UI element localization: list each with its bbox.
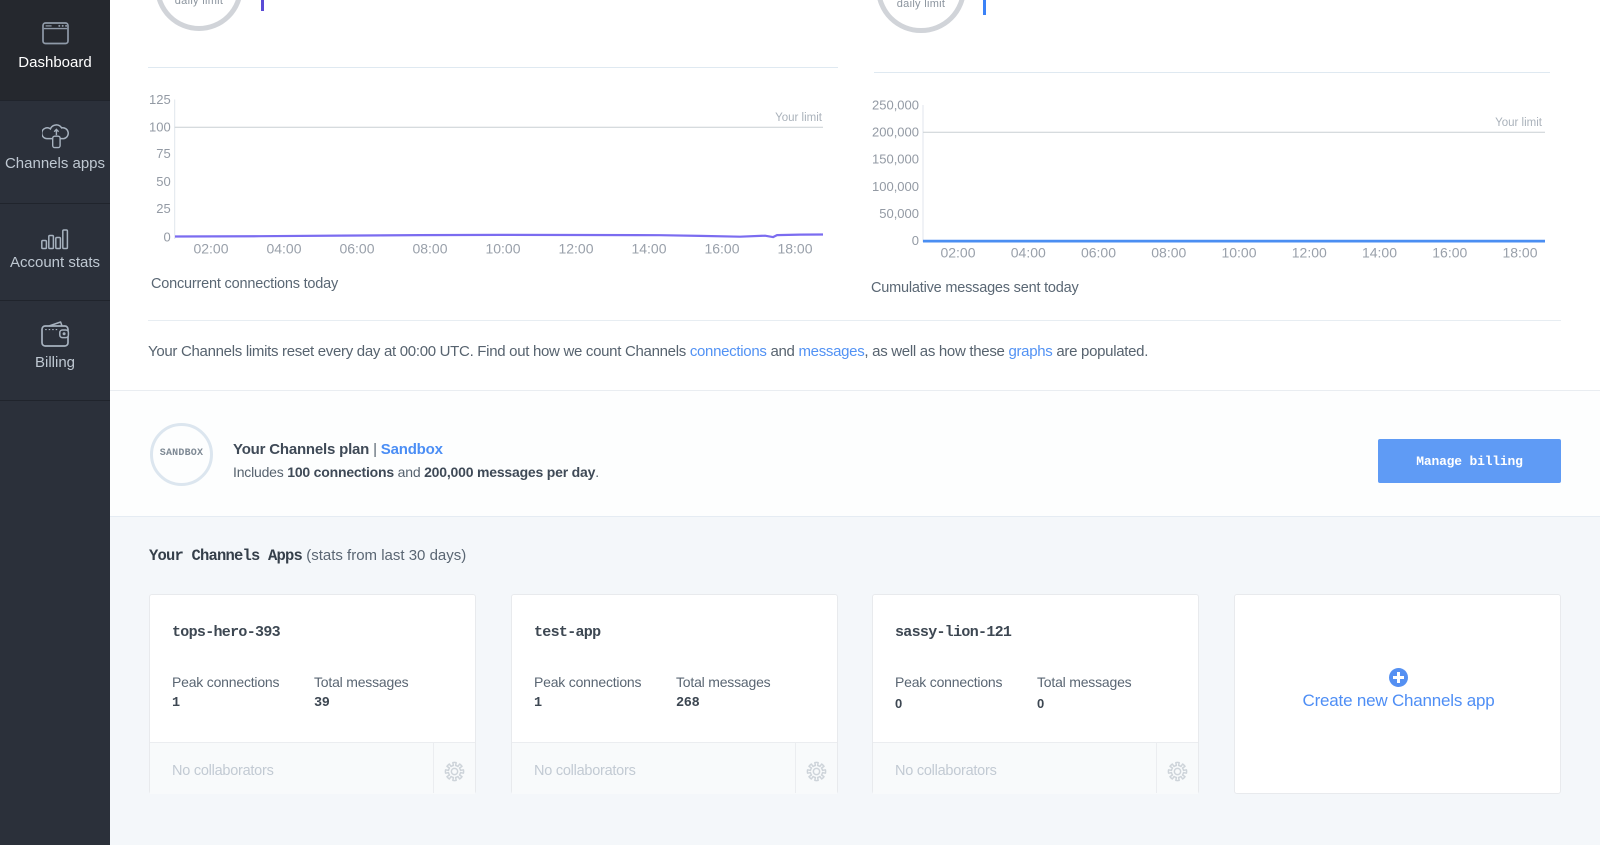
svg-text:0: 0 xyxy=(163,229,170,244)
svg-text:10:00: 10:00 xyxy=(485,241,520,257)
svg-text:Your limit: Your limit xyxy=(775,112,823,124)
svg-text:125: 125 xyxy=(149,92,171,107)
svg-text:10:00: 10:00 xyxy=(1221,245,1256,261)
svg-text:18:00: 18:00 xyxy=(777,241,812,257)
svg-text:16:00: 16:00 xyxy=(1432,245,1467,261)
svg-text:0: 0 xyxy=(912,233,919,248)
svg-text:200,000: 200,000 xyxy=(872,125,919,140)
svg-text:Your limit: Your limit xyxy=(1495,117,1543,129)
svg-text:50: 50 xyxy=(156,174,170,189)
svg-text:16:00: 16:00 xyxy=(704,241,739,257)
svg-text:12:00: 12:00 xyxy=(1292,245,1327,261)
svg-text:08:00: 08:00 xyxy=(412,241,447,257)
svg-text:04:00: 04:00 xyxy=(1011,245,1046,261)
svg-text:06:00: 06:00 xyxy=(339,241,374,257)
svg-text:06:00: 06:00 xyxy=(1081,245,1116,261)
svg-text:25: 25 xyxy=(156,201,170,216)
svg-text:12:00: 12:00 xyxy=(558,241,593,257)
svg-text:08:00: 08:00 xyxy=(1151,245,1186,261)
svg-text:150,000: 150,000 xyxy=(872,152,919,167)
svg-text:14:00: 14:00 xyxy=(631,241,666,257)
svg-text:100: 100 xyxy=(149,120,171,135)
svg-text:14:00: 14:00 xyxy=(1362,245,1397,261)
svg-text:02:00: 02:00 xyxy=(193,241,228,257)
svg-text:50,000: 50,000 xyxy=(879,206,919,221)
svg-text:18:00: 18:00 xyxy=(1502,245,1537,261)
svg-text:100,000: 100,000 xyxy=(872,179,919,194)
svg-text:02:00: 02:00 xyxy=(940,245,975,261)
svg-text:04:00: 04:00 xyxy=(266,241,301,257)
svg-text:250,000: 250,000 xyxy=(872,98,919,113)
svg-text:75: 75 xyxy=(156,146,170,161)
